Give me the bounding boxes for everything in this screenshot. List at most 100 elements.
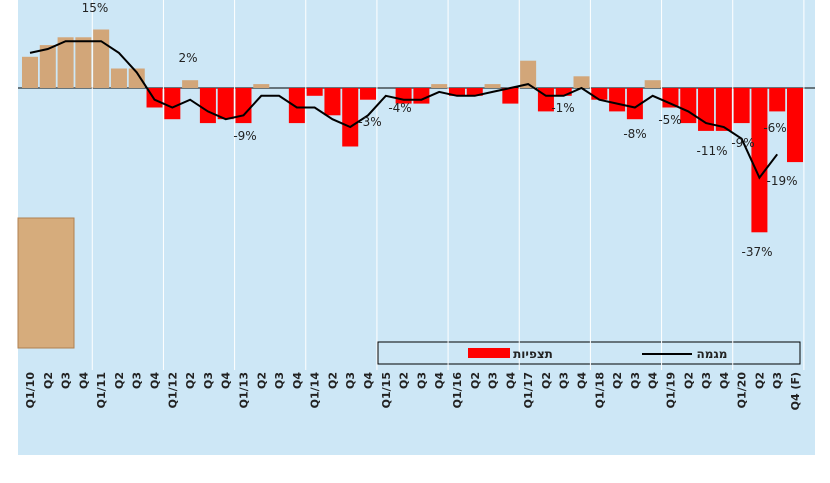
x-tick-label: Q3 <box>629 372 642 389</box>
legend-label: תצפיות <box>513 347 553 361</box>
bar <box>769 88 786 112</box>
bar <box>164 88 181 120</box>
bar <box>466 88 483 96</box>
plot-background <box>18 0 815 455</box>
x-tick-label: Q4 (F) <box>789 372 802 410</box>
bar <box>253 84 270 88</box>
bar <box>57 37 74 88</box>
bar <box>75 37 92 88</box>
x-tick-label: Q3 <box>344 372 357 389</box>
bar <box>182 80 199 88</box>
x-tick-label: Q1/20 <box>736 372 749 409</box>
x-tick-label: Q2 <box>42 372 55 389</box>
bar <box>217 88 234 120</box>
bar <box>288 88 305 124</box>
bar <box>733 88 750 124</box>
x-tick-label: Q1/10 <box>24 372 37 409</box>
x-tick-label: Q2 <box>753 372 766 389</box>
x-tick-label: Q2 <box>682 372 695 389</box>
annotation: -1% <box>551 101 574 115</box>
x-tick-label: Q1/13 <box>237 372 250 408</box>
x-tick-label: Q3 <box>202 372 215 389</box>
annotation: -6% <box>763 121 786 135</box>
x-tick-label: Q4 <box>647 372 660 389</box>
decorative-box <box>17 217 75 349</box>
bar <box>484 84 501 88</box>
x-tick-label: Q1/15 <box>380 372 393 408</box>
bar <box>21 56 39 88</box>
x-tick-label: Q1/17 <box>522 372 535 408</box>
x-tick-label: Q1/16 <box>451 372 464 409</box>
legend-label: מגמה <box>697 347 728 361</box>
bar <box>360 88 377 100</box>
x-tick-label: Q2 <box>113 372 126 389</box>
x-tick-label: Q3 <box>60 372 73 389</box>
x-tick-label: Q1/14 <box>309 372 322 409</box>
x-tick-label: Q2 <box>184 372 197 389</box>
bar <box>751 88 768 233</box>
x-tick-label: Q3 <box>487 372 500 389</box>
bar <box>786 88 804 163</box>
x-tick-label: Q2 <box>469 372 482 389</box>
x-tick-label: Q4 <box>77 372 90 389</box>
annotation: -19% <box>766 174 797 188</box>
x-tick-label: Q1/18 <box>593 372 606 408</box>
x-tick-label: Q4 <box>504 372 517 389</box>
bar <box>342 88 359 147</box>
x-tick-label: Q4 <box>433 372 446 389</box>
annotation: -5% <box>658 113 681 127</box>
x-tick-label: Q2 <box>326 372 339 389</box>
trend-line <box>29 40 779 180</box>
x-tick-label: Q3 <box>558 372 571 389</box>
annotation: -9% <box>233 129 256 143</box>
bar <box>573 76 590 88</box>
x-tick-label: Q2 <box>540 372 553 389</box>
x-tick-label: Q4 <box>718 372 731 389</box>
bar <box>128 68 145 88</box>
x-tick-label: Q4 <box>149 372 162 389</box>
legend-box <box>377 341 801 365</box>
x-tick-label: Q2 <box>398 372 411 389</box>
bar <box>306 88 323 96</box>
bar <box>715 88 732 131</box>
annotation: -3% <box>358 115 381 129</box>
x-tick-label: Q2 <box>611 372 624 389</box>
bar <box>93 29 110 88</box>
x-tick-label: Q4 <box>362 372 375 389</box>
x-tick-label: Q3 <box>273 372 286 389</box>
annotation: -4% <box>388 101 411 115</box>
x-tick-label: Q2 <box>255 372 268 389</box>
bar <box>448 88 465 96</box>
bar <box>591 88 608 100</box>
bar <box>502 88 519 104</box>
bar <box>235 88 252 124</box>
x-tick-label: Q3 <box>415 372 428 389</box>
annotation: -8% <box>623 127 646 141</box>
bar <box>680 88 697 124</box>
x-tick-label: Q3 <box>131 372 144 389</box>
x-tick-label: Q4 <box>576 372 589 389</box>
x-tick-label: Q4 <box>291 372 304 389</box>
bar <box>110 68 127 88</box>
annotation: -37% <box>741 245 772 259</box>
bar <box>431 84 448 88</box>
bar <box>555 88 572 96</box>
x-tick-label: Q1/12 <box>166 372 179 408</box>
bar <box>199 88 216 124</box>
x-tick-label: Q4 <box>220 372 233 389</box>
x-tick-label: Q3 <box>700 372 713 389</box>
annotation: 15% <box>82 1 109 15</box>
bar <box>520 60 537 88</box>
x-tick-label: Q1/19 <box>664 372 677 408</box>
annotation: -11% <box>696 144 727 158</box>
annotation: 2% <box>178 51 197 65</box>
bar <box>413 88 430 104</box>
legend-swatch <box>468 348 510 358</box>
bar <box>644 80 661 88</box>
annotation: -9% <box>731 136 754 150</box>
bar <box>626 88 643 120</box>
bar <box>609 88 626 112</box>
bar <box>324 88 341 116</box>
x-tick-label: Q3 <box>771 372 784 389</box>
